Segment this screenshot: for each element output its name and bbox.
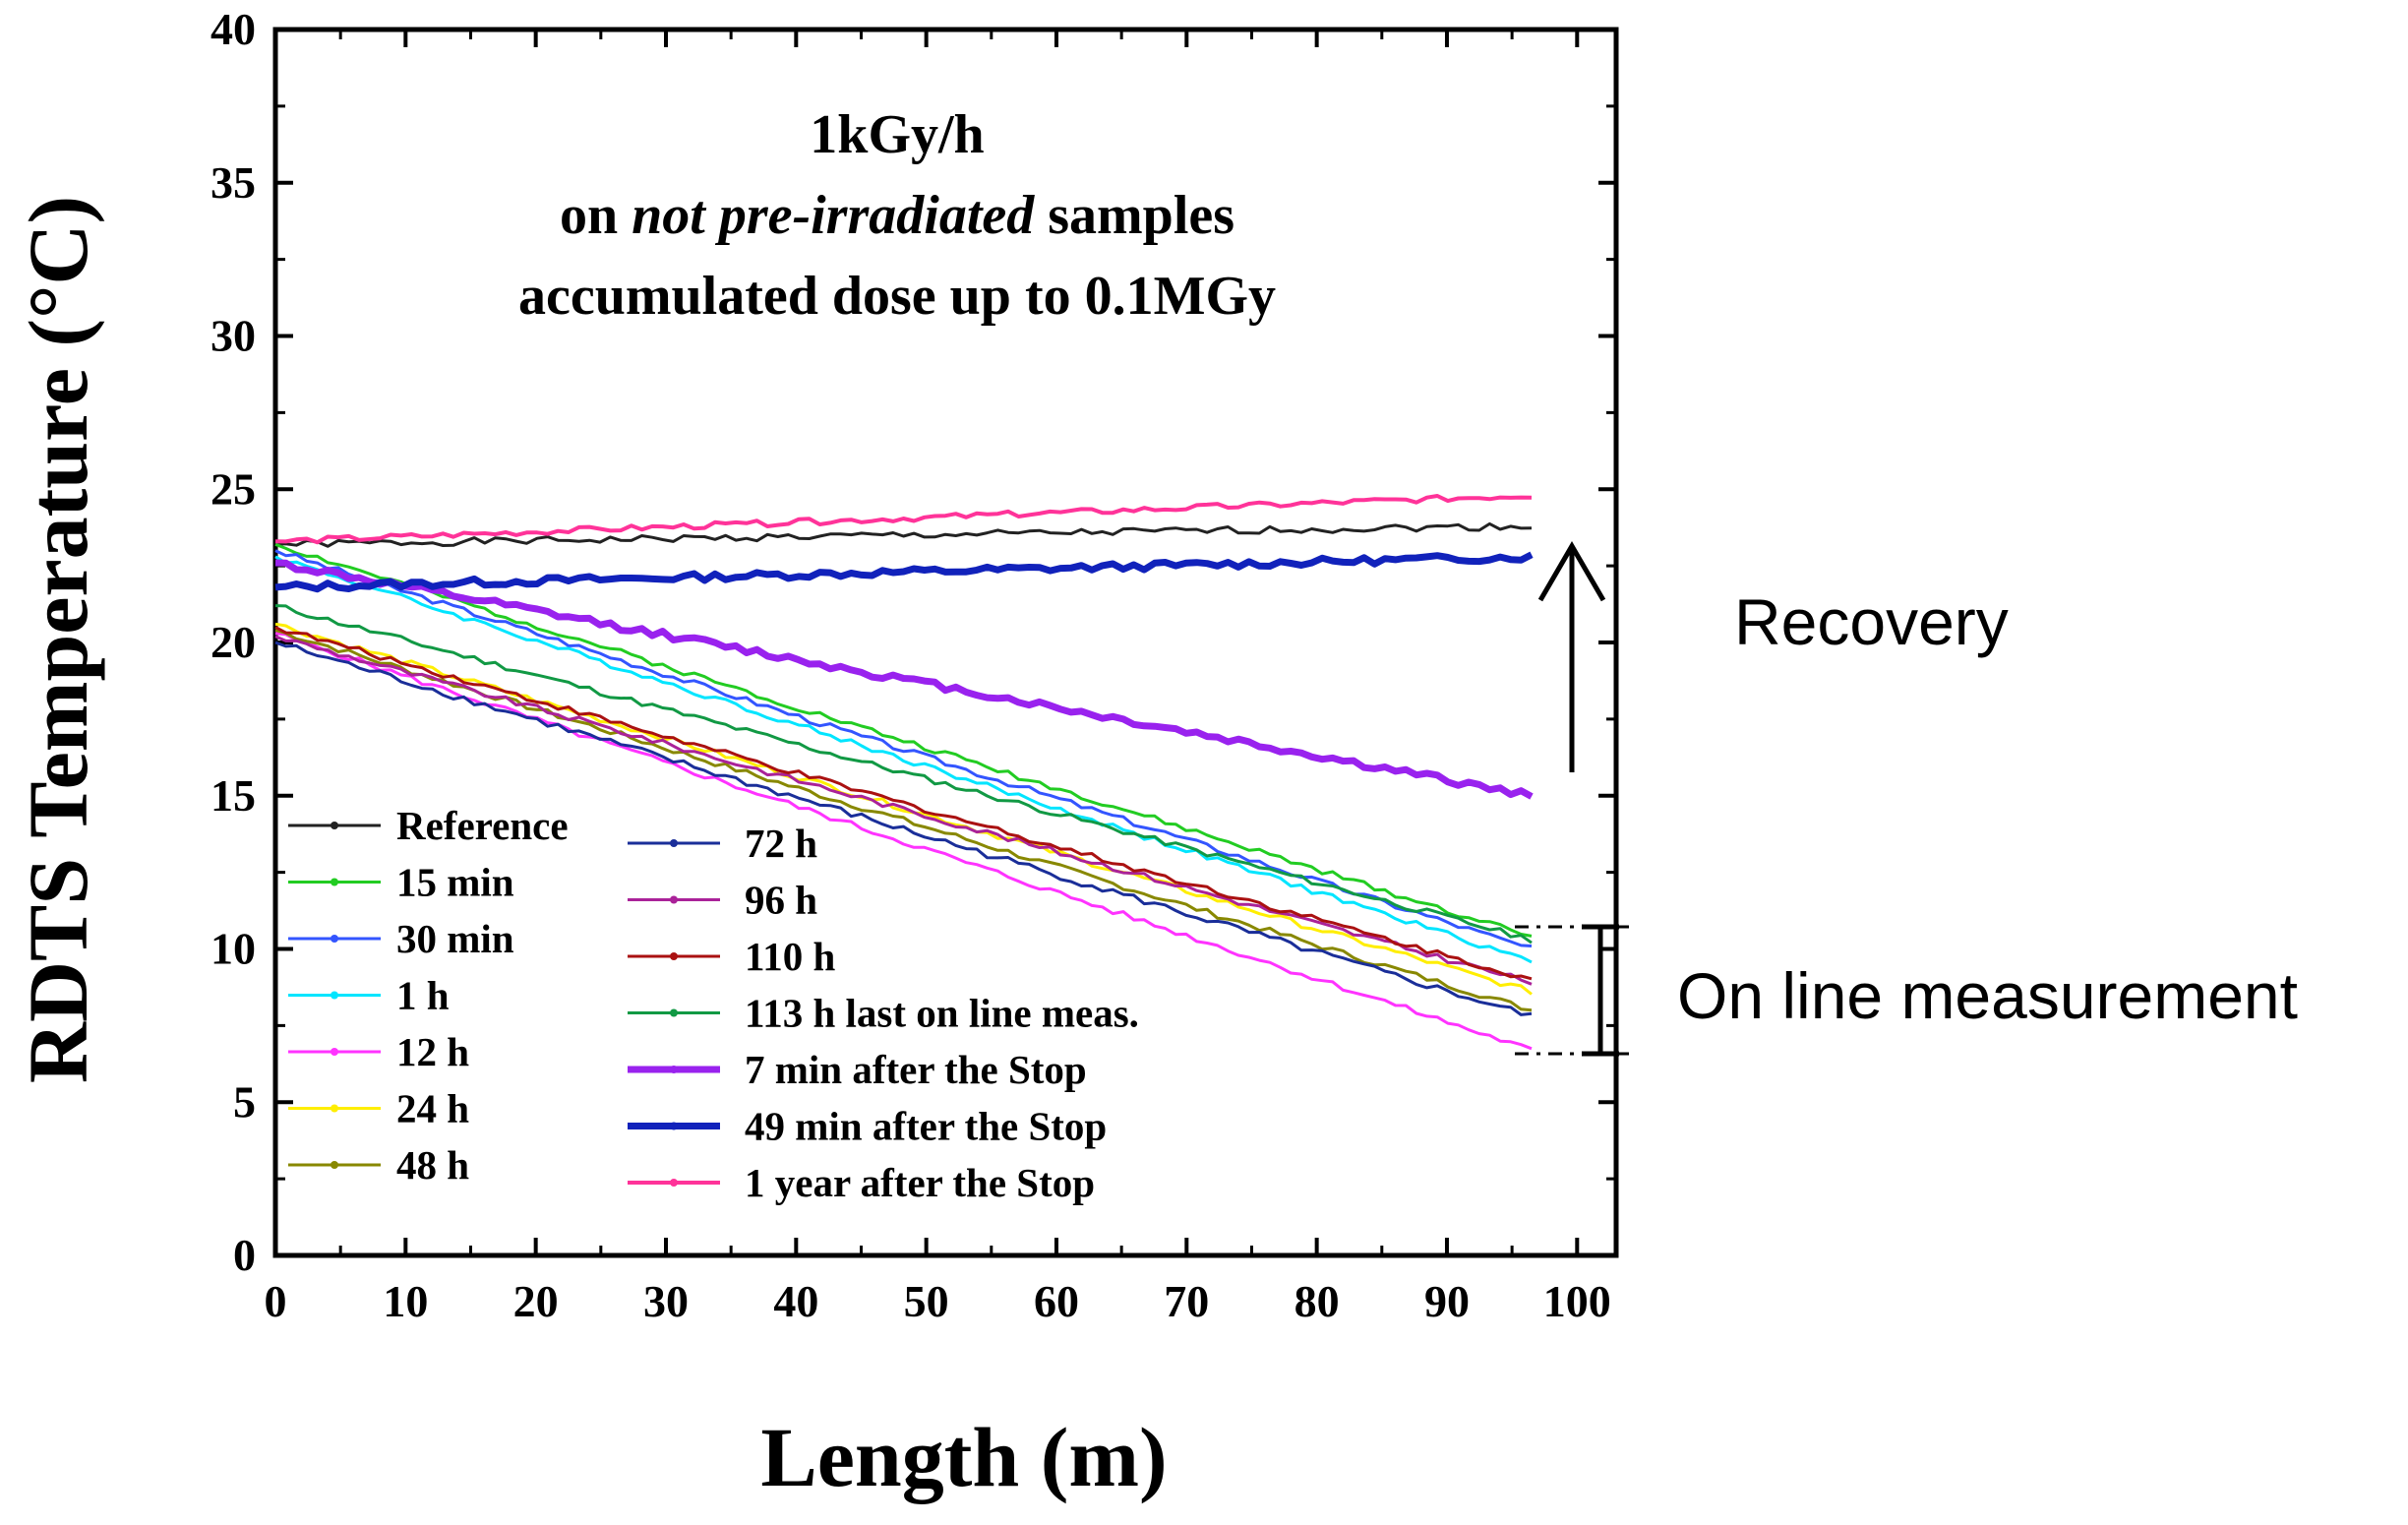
legend-label-14: 1 year after the Stop	[745, 1160, 1095, 1205]
legend-label-13: 49 min after the Stop	[745, 1104, 1107, 1149]
legend-marker-10	[670, 952, 678, 960]
x-axis-ticks: 0 10 20 30 40 50 60 70 80 90 100	[265, 30, 1611, 1326]
legend-marker-7	[331, 1161, 338, 1169]
legend-marker-12	[670, 1066, 678, 1073]
series-line-10	[274, 626, 1533, 981]
y-tick-label: 0	[233, 1230, 256, 1280]
legend-marker-8	[670, 839, 678, 847]
legend-marker-5	[331, 1048, 338, 1056]
x-tick-label: 70	[1164, 1276, 1209, 1326]
y-axis-ticks: 0 5 10 15 20 25 30 35 40	[211, 4, 1616, 1280]
x-axis-title: Length (m)	[760, 1410, 1167, 1504]
legend-label-4: 1 h	[396, 973, 450, 1018]
title-line-2-before: on	[560, 185, 632, 246]
series-line-3	[274, 549, 1533, 947]
legend-label-5: 12 h	[396, 1029, 469, 1074]
series-line-8	[274, 640, 1533, 1016]
x-tick-label: 30	[643, 1276, 689, 1326]
legend-marker-9	[670, 895, 678, 904]
legend-label-11: 113 h last on line meas.	[745, 991, 1139, 1036]
online-measurement-label: On line measurement	[1677, 959, 2298, 1032]
series-line-13	[274, 551, 1534, 593]
legend-label-8: 72 h	[745, 821, 817, 866]
series-line-9	[274, 635, 1533, 986]
x-tick-label: 60	[1034, 1276, 1079, 1326]
legend-marker-1	[331, 822, 338, 829]
legend-marker-4	[331, 991, 338, 1000]
legend-marker-3	[331, 935, 338, 943]
legend-label-1: Reference	[396, 803, 569, 848]
legend-label-2: 15 min	[396, 860, 514, 905]
series-line-2	[274, 542, 1533, 938]
legend: Reference 15 min 30 min 1 h 12 h 24 h 48 h 72 h…	[288, 803, 1139, 1205]
legend-label-6: 24 h	[396, 1086, 469, 1131]
legend-marker-2	[331, 878, 338, 886]
y-axis-title: RDTS Temperature (°C)	[11, 196, 105, 1083]
y-tick-label: 25	[211, 463, 256, 514]
legend-marker-14	[670, 1179, 678, 1187]
recovery-label: Recovery	[1734, 585, 2009, 658]
x-tick-label: 50	[904, 1276, 949, 1326]
series-line-14	[274, 494, 1533, 545]
legend-marker-6	[331, 1104, 338, 1113]
title-line-2: on not pre-irradiated samples	[560, 185, 1234, 246]
legend-label-10: 110 h	[745, 934, 835, 979]
title-line-2-after: samples	[1034, 185, 1234, 246]
series-line-11	[274, 604, 1533, 945]
recovery-arrow	[1537, 541, 1606, 772]
x-tick-label: 0	[265, 1276, 287, 1326]
x-tick-label: 10	[383, 1276, 428, 1326]
x-tick-label: 90	[1424, 1276, 1470, 1326]
online-bracket	[1515, 924, 1633, 1057]
series-line-4	[274, 555, 1533, 964]
y-tick-label: 30	[211, 311, 256, 361]
y-tick-label: 15	[211, 770, 256, 821]
title-line-1: 1kGy/h	[810, 104, 984, 165]
series-line-1	[274, 521, 1533, 548]
title-line-3: accumulated dose up to 0.1MGy	[518, 266, 1276, 327]
legend-label-7: 48 h	[396, 1142, 469, 1188]
legend-label-9: 96 h	[745, 878, 817, 923]
legend-label-12: 7 min after the Stop	[745, 1047, 1087, 1092]
x-tick-label: 80	[1294, 1276, 1340, 1326]
legend-marker-13	[670, 1122, 678, 1130]
y-tick-label: 35	[211, 157, 256, 208]
y-tick-label: 5	[233, 1076, 256, 1127]
x-tick-label: 40	[773, 1276, 818, 1326]
title-line-2-italic: not pre-irradiated	[632, 185, 1035, 246]
x-tick-label: 100	[1543, 1276, 1611, 1326]
series-line-12	[274, 559, 1534, 800]
x-tick-label: 20	[513, 1276, 559, 1326]
y-tick-label: 10	[211, 924, 256, 974]
legend-marker-11	[670, 1008, 678, 1017]
legend-label-3: 30 min	[396, 916, 514, 961]
y-tick-label: 40	[211, 4, 256, 54]
y-tick-label: 20	[211, 617, 256, 667]
series-layer	[274, 494, 1534, 1051]
